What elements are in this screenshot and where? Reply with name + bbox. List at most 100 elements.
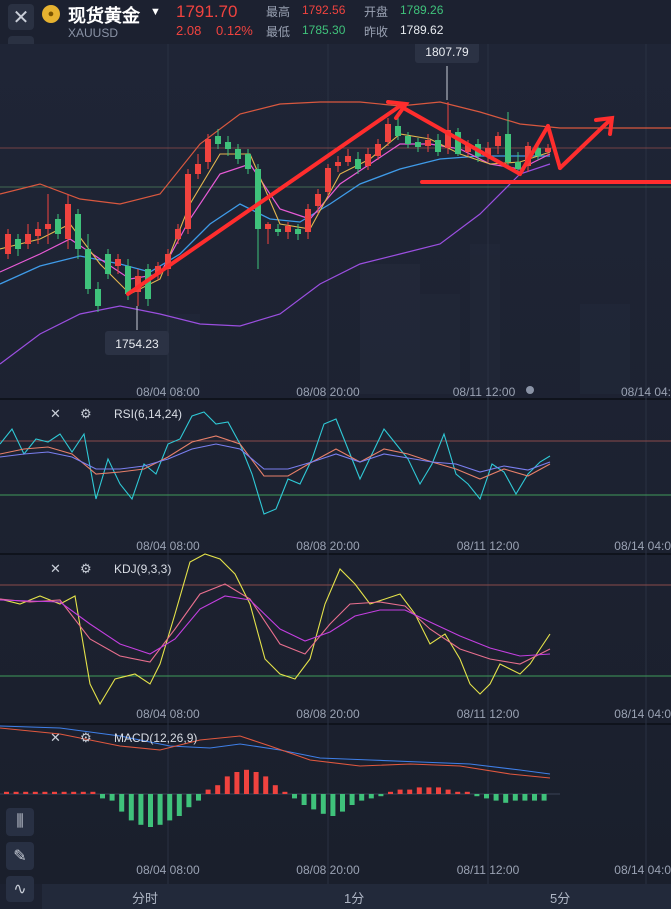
macd-bar	[522, 794, 528, 801]
macd-bar	[445, 789, 451, 794]
macd-bar	[359, 794, 365, 801]
candle-body	[205, 139, 211, 162]
macd-bar	[493, 794, 499, 801]
indicator-tool-button[interactable]: ∿	[6, 876, 34, 902]
price-change-percent: 0.12%	[216, 23, 253, 38]
candlestick-icon: ⫼	[16, 813, 24, 830]
macd-bar	[61, 791, 67, 794]
macd-bar	[426, 787, 432, 794]
tab-1min[interactable]: 1分	[344, 891, 365, 906]
macd-bar	[13, 791, 19, 794]
symbol-code: XAUUSD	[68, 26, 119, 40]
macd-bar	[407, 789, 413, 794]
candle-body	[145, 269, 151, 299]
candle-body	[365, 154, 371, 166]
candle-body	[295, 229, 301, 234]
max-price-text: 1807.79	[425, 45, 469, 59]
candle-body	[435, 140, 441, 152]
candle-body	[535, 148, 541, 156]
macd-bar	[32, 791, 38, 794]
candle-body	[35, 229, 41, 236]
candle-body	[85, 249, 91, 289]
macd-gear-icon[interactable]: ⚙	[80, 730, 92, 745]
prev-close-value: 1789.62	[400, 23, 444, 37]
chart-canvas[interactable]: 1807.79 1754.23 08/04 08:00 08/08 20:00 …	[0, 44, 671, 884]
gold-coin-icon: ●	[42, 5, 60, 23]
macd-bar	[138, 794, 144, 825]
candle-body	[75, 214, 81, 249]
macd-bar	[503, 794, 509, 803]
macd-bar	[42, 791, 48, 794]
candle-body	[465, 144, 471, 152]
trend-annotation	[126, 100, 671, 296]
kdj-gear-icon[interactable]: ⚙	[80, 561, 92, 576]
candle-body	[265, 224, 271, 229]
candle-body	[495, 136, 501, 146]
macd-bar	[436, 787, 441, 794]
candle-body	[125, 266, 131, 294]
macd-bar	[52, 791, 57, 794]
pen-icon: ✎	[13, 848, 27, 865]
close-icon: ✕	[12, 6, 30, 29]
bollinger-upper	[0, 101, 671, 205]
tab-timeshare[interactable]: 分时	[132, 891, 159, 906]
close-button[interactable]: ✕	[8, 4, 34, 30]
macd-indicator-label: MACD(12,26,9)	[114, 731, 198, 745]
symbol-name[interactable]: 现货黄金	[68, 6, 140, 26]
macd-bar	[23, 791, 29, 794]
candle-body	[105, 254, 111, 274]
last-price: 1791.70	[176, 2, 238, 21]
high-label: 最高	[266, 5, 291, 19]
macd-bar	[541, 794, 547, 801]
high-value: 1792.56	[302, 3, 346, 17]
line-chart-icon: ∿	[13, 881, 27, 898]
macd-bar	[455, 791, 461, 794]
macd-bar	[512, 794, 518, 801]
candle-body	[215, 136, 221, 144]
macd-bar	[253, 772, 259, 794]
tab-5min[interactable]: 5分	[550, 891, 571, 906]
candle-body	[315, 194, 321, 206]
candle-body	[545, 148, 551, 152]
kdj-d-line	[0, 595, 551, 657]
kdj-time-label: 08/11 12:00	[457, 707, 520, 721]
draw-tool-button[interactable]: ✎	[6, 842, 34, 870]
candle-body	[335, 162, 341, 166]
symbol-dropdown-caret-icon[interactable]: ▼	[150, 6, 161, 18]
candle-body	[15, 239, 21, 249]
kdj-close-icon[interactable]: ✕	[50, 561, 61, 576]
macd-bar	[186, 794, 192, 808]
macd-bar	[282, 791, 288, 794]
kdj-time-label: 08/04 08:00	[136, 707, 200, 721]
candlestick-tool-button[interactable]: ⫼	[6, 808, 34, 836]
min-price-badge	[105, 331, 169, 355]
macd-bar	[368, 794, 374, 799]
candle-body	[485, 148, 491, 156]
macd-bar	[176, 794, 182, 816]
macd-bar	[311, 794, 317, 810]
macd-histogram	[4, 769, 547, 827]
macd-time-label: 08/04 08:00	[136, 863, 200, 877]
candle-body	[395, 126, 401, 136]
rsi-indicator-label: RSI(6,14,24)	[114, 407, 183, 421]
kdj-time-label: 08/14 04:00	[614, 707, 671, 721]
candlestick-series	[5, 102, 551, 312]
macd-close-icon[interactable]: ✕	[50, 730, 61, 745]
rsi-close-icon[interactable]: ✕	[50, 406, 61, 421]
macd-bar	[397, 789, 403, 794]
rsi-gear-icon[interactable]: ⚙	[80, 406, 92, 421]
macd-bar	[330, 794, 336, 816]
candle-body	[415, 142, 421, 147]
macd-bar	[90, 791, 96, 794]
candle-body	[95, 289, 101, 306]
price-change: 2.08	[176, 23, 202, 38]
candle-body	[385, 124, 391, 142]
rsi-time-label: 08/14 04:00	[614, 539, 671, 553]
macd-bar	[157, 794, 163, 825]
candle-body	[345, 156, 351, 162]
main-time-label: 08/04 08:00	[136, 385, 200, 399]
max-price-badge	[415, 44, 479, 63]
macd-bar	[532, 794, 537, 801]
macd-bar	[244, 769, 249, 794]
prev-close-label: 昨收	[364, 25, 389, 39]
